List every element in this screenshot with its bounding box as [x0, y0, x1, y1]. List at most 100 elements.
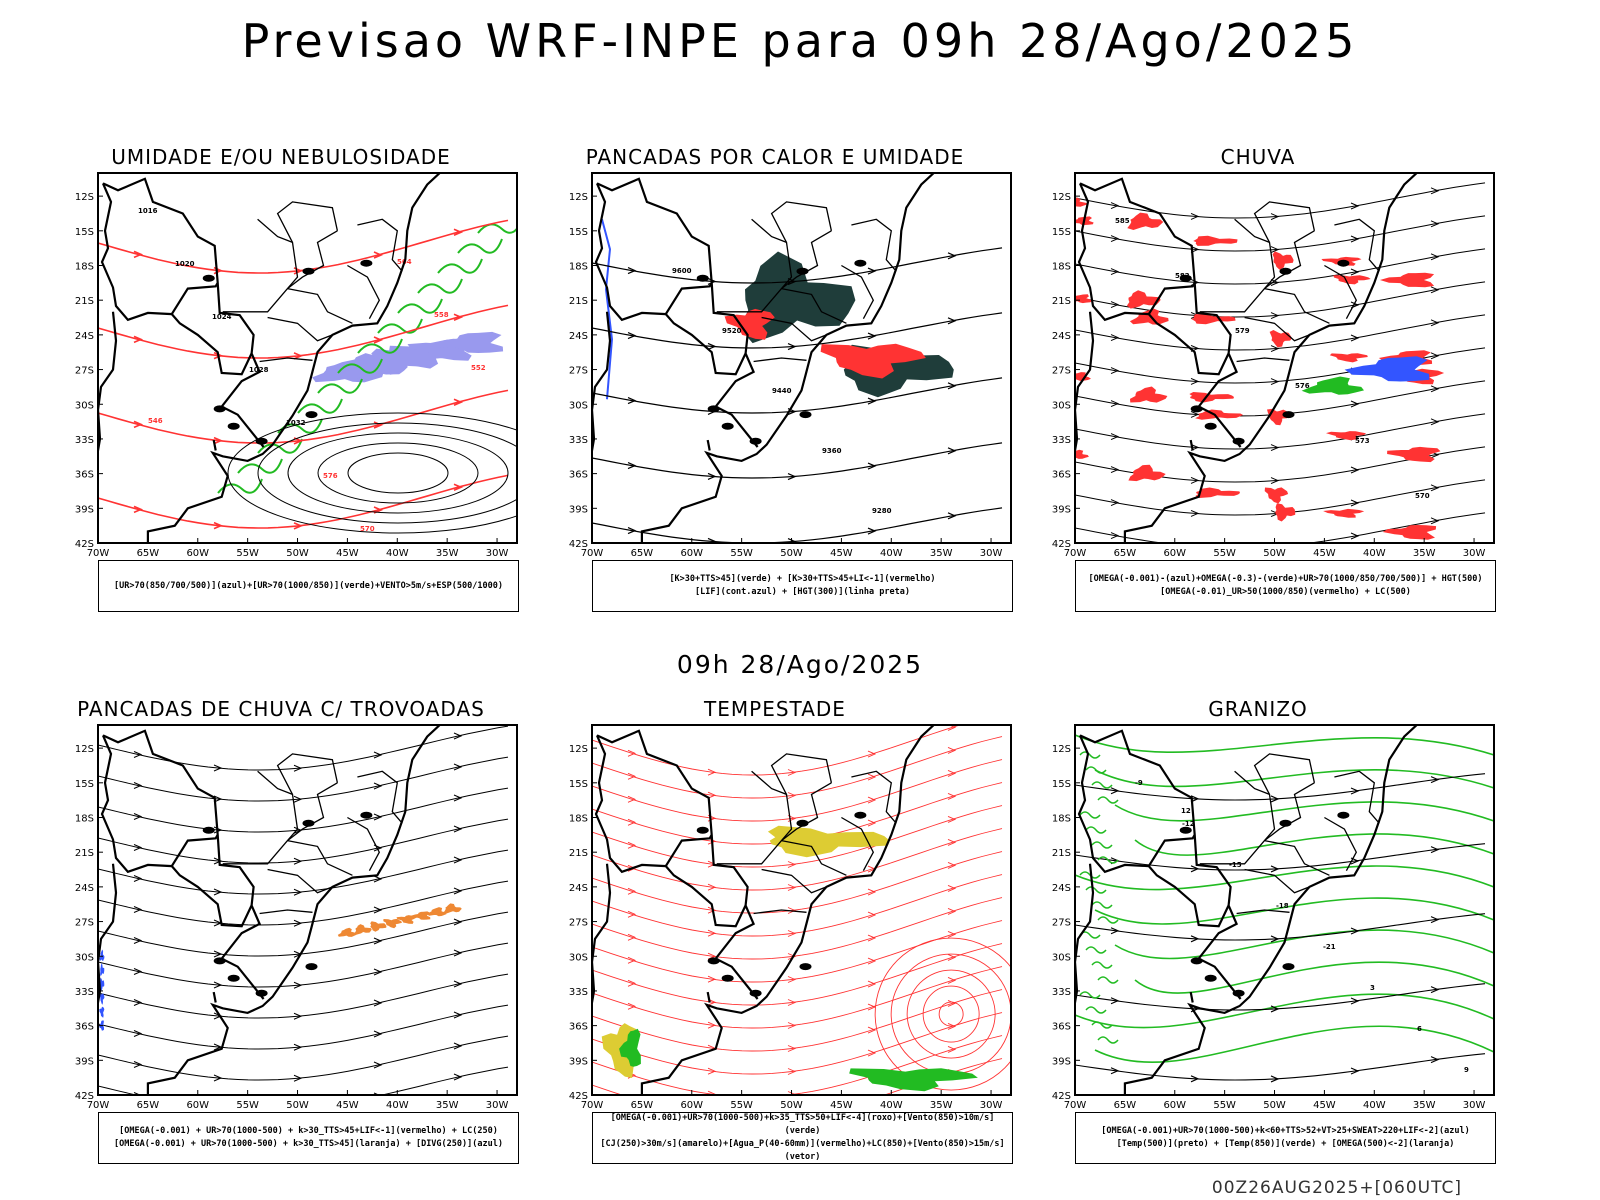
flow-arrow [1350, 334, 1360, 342]
flow-arrow [1110, 466, 1120, 474]
lake [749, 437, 762, 445]
flow-arrow [373, 782, 383, 790]
flow-arrow [1190, 935, 1200, 943]
flow-arrow [627, 841, 637, 849]
pressure-contour [257, 422, 517, 524]
lon-tick-label: 65W [631, 548, 654, 559]
flow-arrow [947, 862, 957, 869]
state-border [716, 218, 793, 313]
flow-arrow [213, 436, 224, 445]
flow-arrow [373, 421, 384, 429]
state-border [287, 839, 353, 876]
state-border [770, 753, 833, 795]
contour-label: 9 [1464, 1066, 1469, 1074]
flow-arrow [867, 332, 877, 340]
contour-label: 9600 [672, 267, 692, 275]
temp-850-contour [1075, 993, 1494, 1029]
lat-tick-label: 39S [75, 504, 94, 515]
rain-area [1127, 212, 1164, 230]
divergence-area [99, 949, 105, 961]
rain-area [1275, 503, 1296, 522]
flow-arrow [947, 447, 957, 455]
state-border [287, 230, 338, 290]
streamline-850 [592, 828, 1003, 891]
flow-arrow [373, 875, 383, 883]
lon-tick-label: 70W [1064, 548, 1087, 559]
flow-arrow [293, 888, 303, 896]
country-border [1147, 834, 1196, 867]
state-border [276, 753, 339, 795]
rain-area [1193, 235, 1238, 246]
lake [707, 957, 720, 965]
country-border [1077, 734, 1230, 928]
lat-tick-label: 21S [569, 296, 588, 307]
flow-arrow [373, 937, 383, 945]
map-plot: 1016102010241028103257657056455855254612… [75, 172, 518, 559]
lat-tick-label: 24S [1052, 883, 1071, 894]
cyclonic-streamline [874, 937, 1011, 1091]
temp-850-contour [1091, 1021, 1113, 1029]
temp-850-contour [1085, 826, 1107, 834]
streamline [98, 1066, 509, 1095]
lon-tick-label: 70W [1064, 1100, 1087, 1111]
lake [227, 974, 240, 982]
field-overlay [98, 725, 509, 1095]
panel-pancadas-trovoadas: PANCADAS DE CHUVA C/ TROVOADAS [OMEGA(-0… [11, 697, 551, 1167]
flow-arrow [707, 1021, 717, 1029]
state-border [1334, 218, 1380, 272]
flow-arrow [1270, 795, 1280, 803]
legend-line: [K>30+TTS>45](verde) + [K>30+TTS>45+LI<-… [669, 574, 936, 584]
lat-tick-label: 36S [569, 470, 588, 481]
lat-tick-label: 21S [1052, 296, 1071, 307]
lon-tick-label: 65W [631, 1100, 654, 1111]
flow-arrow [947, 977, 957, 984]
flow-arrow [787, 538, 797, 543]
lon-tick-label: 70W [581, 548, 604, 559]
flow-arrow [1190, 795, 1200, 803]
flow-arrow [453, 980, 463, 988]
map-frame [97, 172, 518, 544]
lat-tick-label: 42S [75, 1091, 94, 1102]
lat-tick-label: 21S [75, 848, 94, 859]
legend-line: [OMEGA(-0.001) + UR>70(1000-500) + k>30_… [114, 1139, 503, 1149]
panel-pancadas-calor: PANCADAS POR CALOR E UMIDADE [K>30+TTS>4… [505, 145, 1045, 615]
lake [1179, 274, 1192, 282]
flow-arrow [867, 773, 877, 781]
flow-arrow [867, 934, 877, 942]
coastline-east [640, 173, 942, 543]
country-border [1189, 439, 1194, 451]
flow-arrow [787, 953, 797, 960]
temp-850-contour [1134, 961, 1494, 994]
state-border [1244, 868, 1310, 894]
basemap [98, 173, 448, 543]
lat-tick-label: 12S [1052, 744, 1071, 755]
panel-title: GRANIZO [1208, 697, 1308, 721]
lon-tick-label: 55W [1213, 548, 1236, 559]
flow-arrow [707, 975, 717, 983]
state-border [1324, 816, 1358, 872]
flow-arrow [1350, 235, 1360, 243]
lake [1279, 267, 1292, 275]
flow-arrow [707, 768, 717, 776]
thunderstorm-area [383, 918, 402, 929]
low-level-jet-area [849, 1068, 978, 1092]
cyclonic-streamline [922, 985, 980, 1043]
lat-tick-label: 42S [569, 1091, 588, 1102]
lat-tick-label: 15S [75, 779, 94, 790]
flow-arrow [293, 1043, 303, 1051]
flow-arrow [213, 521, 224, 530]
state-border [1264, 230, 1315, 290]
lat-tick-label: 18S [569, 814, 588, 825]
lon-tick-label: 60W [1163, 1100, 1186, 1111]
flow-arrow [787, 473, 797, 481]
country-border [102, 729, 265, 1000]
lat-tick-label: 27S [1052, 918, 1071, 929]
lake [1282, 411, 1295, 419]
state-border [1334, 770, 1380, 824]
flow-arrow [707, 791, 717, 799]
country-border [212, 439, 217, 451]
temp-500-contour [1075, 983, 1486, 1011]
flow-arrow [1270, 213, 1280, 221]
rain-area [1128, 464, 1166, 482]
streamline [98, 911, 509, 957]
